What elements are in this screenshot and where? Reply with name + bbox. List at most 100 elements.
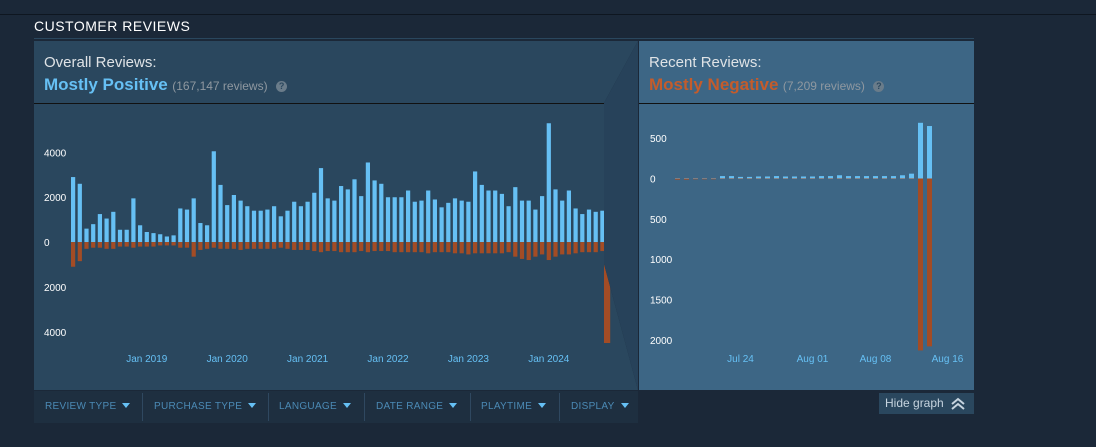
positive-bar[interactable] bbox=[138, 225, 143, 243]
positive-bar[interactable] bbox=[298, 206, 303, 243]
negative-bar[interactable] bbox=[452, 242, 458, 254]
positive-bar[interactable] bbox=[278, 216, 283, 243]
negative-bar[interactable] bbox=[426, 242, 431, 254]
negative-bar[interactable] bbox=[278, 242, 283, 248]
negative-bar[interactable] bbox=[178, 242, 183, 248]
positive-bar[interactable] bbox=[265, 209, 270, 243]
negative-bar[interactable] bbox=[810, 178, 815, 180]
negative-bar[interactable] bbox=[479, 242, 484, 254]
negative-bar[interactable] bbox=[325, 242, 330, 252]
negative-bar[interactable] bbox=[540, 242, 545, 255]
negative-bar[interactable] bbox=[211, 242, 216, 248]
negative-bar[interactable] bbox=[819, 178, 824, 180]
positive-bar[interactable] bbox=[71, 177, 76, 243]
negative-bar[interactable] bbox=[164, 242, 169, 246]
negative-bar[interactable] bbox=[828, 178, 833, 180]
negative-bar[interactable] bbox=[499, 242, 504, 254]
positive-bar[interactable] bbox=[792, 176, 797, 179]
positive-bar[interactable] bbox=[91, 224, 96, 243]
negative-bar[interactable] bbox=[91, 242, 96, 248]
positive-bar[interactable] bbox=[305, 201, 310, 243]
positive-bar[interactable] bbox=[927, 126, 932, 179]
negative-bar[interactable] bbox=[526, 242, 531, 261]
recent-reviews-chart[interactable]: 500 0 500 1000 1500 2000 Jul 24 Aug 01 Aug 08 Aug… bbox=[639, 41, 974, 390]
negative-bar[interactable] bbox=[265, 242, 270, 249]
positive-bar[interactable] bbox=[526, 200, 531, 243]
positive-bar[interactable] bbox=[675, 178, 680, 179]
negative-bar[interactable] bbox=[459, 242, 464, 254]
negative-bar[interactable] bbox=[258, 242, 263, 249]
positive-bar[interactable] bbox=[251, 210, 257, 243]
negative-bar[interactable] bbox=[144, 242, 149, 247]
negative-bar[interactable] bbox=[419, 242, 424, 253]
positive-bar[interactable] bbox=[493, 190, 498, 243]
negative-bar[interactable] bbox=[493, 242, 498, 254]
positive-bar[interactable] bbox=[720, 176, 725, 179]
negative-bar[interactable] bbox=[900, 178, 905, 180]
positive-bar[interactable] bbox=[412, 201, 417, 243]
positive-bar[interactable] bbox=[855, 176, 860, 179]
positive-bar[interactable] bbox=[446, 202, 451, 243]
positive-bar[interactable] bbox=[909, 173, 914, 179]
negative-bar[interactable] bbox=[392, 242, 397, 253]
positive-bar[interactable] bbox=[452, 198, 458, 243]
negative-bar[interactable] bbox=[359, 242, 364, 252]
positive-bar[interactable] bbox=[729, 176, 734, 179]
positive-bar[interactable] bbox=[318, 168, 324, 243]
negative-bar[interactable] bbox=[184, 242, 190, 248]
negative-bar[interactable] bbox=[131, 242, 136, 248]
negative-bar[interactable] bbox=[909, 178, 914, 180]
positive-bar[interactable] bbox=[479, 184, 484, 243]
positive-bar[interactable] bbox=[406, 190, 411, 243]
negative-bar[interactable] bbox=[533, 242, 538, 257]
negative-bar[interactable] bbox=[774, 178, 779, 180]
positive-bar[interactable] bbox=[104, 218, 109, 243]
positive-bar[interactable] bbox=[131, 198, 136, 243]
recent-rating[interactable]: Mostly Negative bbox=[649, 75, 779, 94]
negative-bar[interactable] bbox=[104, 242, 109, 249]
positive-bar[interactable] bbox=[900, 175, 905, 179]
negative-bar[interactable] bbox=[332, 242, 337, 252]
positive-bar[interactable] bbox=[325, 198, 330, 243]
positive-bar[interactable] bbox=[573, 208, 578, 243]
negative-bar[interactable] bbox=[693, 178, 698, 180]
negative-bar[interactable] bbox=[927, 178, 932, 347]
negative-bar[interactable] bbox=[379, 242, 384, 252]
negative-bar[interactable] bbox=[513, 242, 518, 257]
positive-bar[interactable] bbox=[801, 176, 806, 179]
positive-bar[interactable] bbox=[747, 176, 752, 179]
positive-bar[interactable] bbox=[218, 184, 223, 243]
positive-bar[interactable] bbox=[84, 228, 89, 243]
positive-bar[interactable] bbox=[553, 189, 558, 243]
positive-bar[interactable] bbox=[499, 193, 504, 243]
positive-bar[interactable] bbox=[178, 208, 183, 243]
negative-bar[interactable] bbox=[97, 242, 102, 248]
negative-bar[interactable] bbox=[466, 242, 471, 255]
negative-bar[interactable] bbox=[473, 242, 478, 254]
positive-bar[interactable] bbox=[365, 162, 370, 243]
positive-bar[interactable] bbox=[580, 214, 585, 243]
negative-bar[interactable] bbox=[846, 178, 851, 180]
positive-bar[interactable] bbox=[846, 176, 851, 179]
negative-bar[interactable] bbox=[399, 242, 404, 253]
positive-bar[interactable] bbox=[586, 209, 592, 243]
positive-bar[interactable] bbox=[693, 178, 698, 179]
positive-bar[interactable] bbox=[765, 176, 770, 179]
filter-review-type[interactable]: REVIEW TYPE bbox=[45, 391, 131, 423]
negative-bar[interactable] bbox=[385, 242, 391, 252]
filter-display[interactable]: DISPLAY bbox=[571, 391, 629, 423]
negative-bar[interactable] bbox=[345, 242, 350, 253]
positive-bar[interactable] bbox=[466, 201, 471, 243]
positive-bar[interactable] bbox=[864, 176, 869, 179]
positive-bar[interactable] bbox=[359, 196, 364, 243]
negative-bar[interactable] bbox=[285, 242, 290, 249]
positive-bar[interactable] bbox=[774, 176, 779, 179]
positive-bar[interactable] bbox=[372, 180, 377, 243]
positive-bar[interactable] bbox=[540, 196, 545, 243]
negative-bar[interactable] bbox=[111, 242, 116, 249]
negative-bar[interactable] bbox=[546, 242, 551, 261]
negative-bar[interactable] bbox=[138, 242, 143, 247]
positive-bar[interactable] bbox=[711, 178, 716, 179]
negative-bar[interactable] bbox=[711, 178, 716, 180]
hide-graph-button[interactable]: Hide graph bbox=[879, 393, 974, 414]
